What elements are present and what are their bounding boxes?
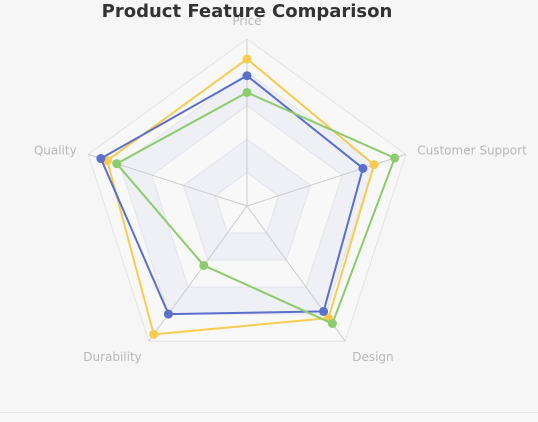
series-0-point-1[interactable] bbox=[369, 160, 379, 170]
axis-label-1: Customer Support bbox=[417, 144, 527, 158]
axis-spoke-1 bbox=[246, 153, 406, 207]
axis-spoke-3 bbox=[148, 205, 248, 342]
bottom-strip bbox=[0, 413, 538, 422]
series-line-0 bbox=[106, 58, 376, 336]
series-2-point-2[interactable] bbox=[327, 319, 337, 329]
axis-label-4: Quality bbox=[34, 144, 77, 158]
split-line-ring-5 bbox=[87, 38, 407, 342]
series-line-1 bbox=[99, 74, 364, 316]
series-2-point-0[interactable] bbox=[242, 87, 252, 97]
split-line-ring-3 bbox=[151, 105, 343, 288]
chart-title: Product Feature Comparison bbox=[102, 1, 393, 22]
axis-label-3: Durability bbox=[83, 350, 142, 364]
bottom-divider bbox=[0, 412, 538, 413]
series-2-point-1[interactable] bbox=[390, 153, 400, 163]
series-2-point-4[interactable] bbox=[112, 159, 122, 169]
axis-label-2: Design bbox=[352, 350, 393, 364]
series-1-point-0[interactable] bbox=[242, 71, 252, 81]
split-line-ring-1 bbox=[214, 171, 280, 234]
radar-chart: Price Customer Support Design Durability Qua… bbox=[34, 1, 527, 364]
series-0-point-0[interactable] bbox=[242, 54, 252, 64]
axis-labels: Price Customer Support Design Durability Qua… bbox=[34, 14, 527, 364]
series-layer bbox=[96, 54, 400, 339]
series-2-point-3[interactable] bbox=[199, 260, 209, 270]
series-1-point-3[interactable] bbox=[163, 309, 173, 319]
radar-chart-card: Price Customer Support Design Durability Qua… bbox=[33, 1, 528, 364]
series-1-point-1[interactable] bbox=[358, 163, 368, 173]
split-line-ring-2 bbox=[182, 138, 312, 261]
series-1-point-4[interactable] bbox=[96, 154, 106, 164]
axis-label-0: Price bbox=[232, 14, 261, 28]
series-line-2 bbox=[115, 91, 396, 325]
series-1-point-2[interactable] bbox=[319, 306, 329, 316]
series-0-point-3[interactable] bbox=[149, 329, 159, 339]
